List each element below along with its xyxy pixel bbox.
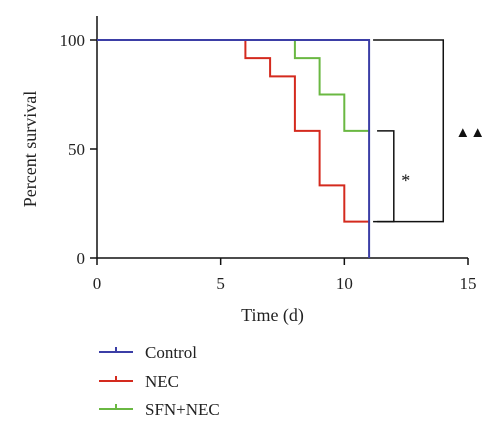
significance-bracket [373,39,445,223]
legend-sfn-nec-label: SFN+NEC [145,400,220,419]
legend: Control NEC SFN+NEC [99,343,220,419]
axes: 0 50 100 0 5 10 15 Time (d) Percent survival [20,16,477,326]
series-line-control [97,39,371,258]
y-tick-label: 0 [77,249,86,268]
legend-control-label: Control [145,343,197,362]
series-layer [97,39,371,258]
y-tick-label: 50 [68,140,85,159]
series-line-sfn-nec [97,39,370,132]
x-axis-label: Time (d) [241,305,304,326]
significance-bracket [377,130,395,223]
y-axis-label: Percent survival [20,91,40,207]
x-tick-label: 5 [216,274,225,293]
y-tick-label: 100 [60,31,86,50]
annotation-layer: * ▲▲ [373,39,485,223]
x-tick-label: 15 [460,274,477,293]
significance-label: ▲▲ [455,125,485,141]
x-tick-label: 10 [336,274,353,293]
series-line-nec [97,39,370,223]
x-tick-label: 0 [93,274,102,293]
significance-label: * [401,170,410,190]
legend-nec-label: NEC [145,372,179,391]
